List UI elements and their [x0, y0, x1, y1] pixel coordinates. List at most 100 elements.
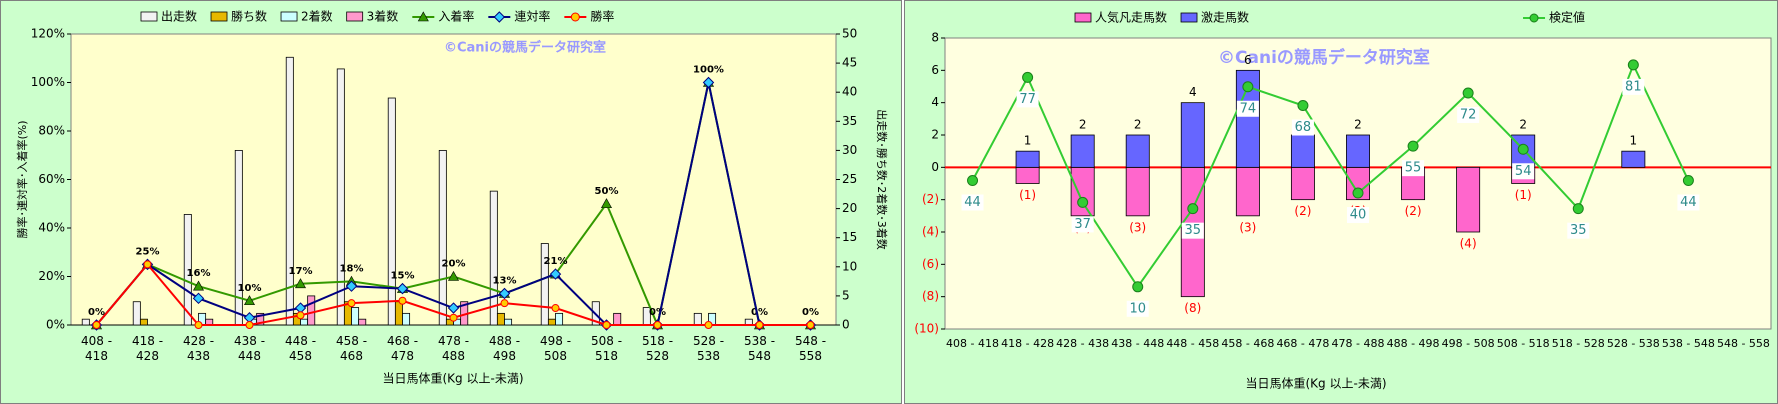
line-value-label: 37: [1074, 217, 1091, 232]
line-value-label: 0%: [88, 307, 105, 318]
line-marker: [245, 321, 254, 329]
x-tick-label: 458 - 468: [335, 334, 368, 363]
y-tick-label: 4: [931, 95, 939, 109]
x-tick-label: 408 - 418: [946, 337, 1000, 350]
line-marker: [1297, 100, 1309, 112]
line-marker: [1682, 175, 1694, 187]
bar: [1070, 134, 1095, 168]
x-tick-label: 548 - 558: [1716, 337, 1770, 350]
line-value-label: 25%: [136, 246, 160, 257]
annotation: ©Caniの競馬データ研究室: [444, 40, 606, 56]
y2-tick-label: 25: [842, 172, 857, 186]
bar-value-label: 2: [1134, 118, 1142, 132]
bar: [307, 295, 316, 326]
bar: [1456, 166, 1481, 233]
right-chart: 8 6 4 2 0 (2) (4) (6) (8) (10) 当日馬体重(Kg 以上-未満) ©Can…: [914, 10, 1772, 391]
bar: [540, 243, 549, 326]
x-tick-label: 448 - 458: [1166, 337, 1220, 350]
y2-tick-label: 15: [842, 230, 857, 244]
value-label-box: [1291, 119, 1314, 136]
line-marker: [447, 270, 460, 281]
line-marker: [967, 175, 979, 187]
x-tick-label: 408 - 418: [80, 334, 113, 363]
x-tick-label: 538 - 548: [1661, 337, 1715, 350]
legend-marker: [493, 11, 506, 23]
bar: [1125, 134, 1150, 168]
value-label-box: [1622, 78, 1645, 95]
x-tick-label: 478 - 488: [437, 334, 470, 363]
y-tick-label: 2: [931, 128, 939, 142]
bar-value-label: 4: [1189, 85, 1197, 99]
x-tick-label: 428 - 438: [1056, 337, 1110, 350]
line-value-label: 55: [1405, 161, 1422, 176]
bar-value-label: 1: [1024, 134, 1032, 148]
annotation: ©Caniの競馬データ研究室: [1218, 47, 1430, 68]
bar: [387, 97, 396, 326]
line-value-label: 21%: [544, 256, 568, 267]
legend-label: 激走馬数: [1201, 10, 1249, 25]
line-marker: [143, 260, 152, 269]
line-value-label: 40: [1350, 208, 1367, 223]
y-tick-label: (6): [922, 257, 939, 271]
bar: [1070, 166, 1095, 217]
line-marker: [398, 296, 407, 305]
line-value-label: 81: [1625, 79, 1642, 94]
line-value-label: 18%: [340, 263, 364, 274]
line-value-label: 54: [1515, 164, 1532, 179]
y2-tick-label: 50: [842, 27, 857, 41]
value-label-box: [1126, 300, 1149, 317]
x-tick-label: 468 - 478: [1276, 337, 1330, 350]
line-marker: [498, 287, 511, 300]
value-label-box: [1347, 207, 1369, 224]
legend-label: 3着数: [367, 9, 399, 24]
left-chart: 0% 20% 40% 60% 80% 100% 120% 0 5 10 15 20 25 30 35 40 45…: [15, 9, 889, 386]
x-axis-title: 当日馬体重(Kg 以上-未満): [383, 372, 524, 386]
bar-value-label: 6: [1244, 53, 1252, 67]
line-marker: [296, 311, 305, 320]
line-marker: [806, 321, 815, 329]
line-marker: [243, 295, 256, 306]
bar: [504, 318, 513, 326]
line-marker: [192, 292, 205, 305]
legend-marker: [570, 12, 580, 22]
line-value-label: 15%: [391, 271, 415, 282]
line-value-label: 50%: [595, 186, 619, 197]
legend-label: 2着数: [301, 9, 333, 24]
line-value-label: 17%: [289, 266, 313, 277]
y-tick-label: 20%: [38, 269, 65, 283]
x-tick-label: 438 - 448: [233, 334, 266, 363]
bar: [285, 56, 294, 326]
line-value-label: 10%: [238, 283, 262, 294]
legend-label: 連対率: [514, 9, 550, 24]
x-tick-label: 488 - 498: [1386, 337, 1440, 350]
bar-value-label: 1: [1630, 134, 1638, 148]
line-value-label: 100%: [693, 65, 724, 76]
line-value-label: 13%: [493, 275, 517, 286]
line-marker: [1462, 87, 1474, 99]
y2-tick-label: 20: [842, 201, 857, 215]
x-tick-label: 468 - 478: [386, 334, 419, 363]
y2-tick-label: 5: [842, 288, 850, 302]
bar-value-label: (2): [1294, 204, 1311, 218]
bar: [1180, 102, 1205, 168]
line-marker: [1187, 203, 1199, 215]
legend-marker: [1529, 13, 1539, 23]
line-marker: [396, 282, 409, 295]
legend-swatch: [1074, 12, 1092, 23]
line-value-label: 10: [1129, 301, 1146, 316]
y-tick-label: (2): [922, 192, 939, 206]
x-tick-label: 438 - 448: [1111, 337, 1165, 350]
bar: [1015, 150, 1040, 168]
legend-swatch: [280, 11, 298, 22]
line-value-label: 20%: [442, 259, 466, 270]
line-marker: [704, 321, 713, 329]
legend-label: 検定値: [1549, 10, 1585, 25]
x-tick-label: 418 - 428: [1001, 337, 1055, 350]
bar: [1621, 150, 1646, 168]
line-marker: [1517, 143, 1529, 155]
line-marker: [602, 321, 611, 329]
line-value-label: 68: [1295, 120, 1312, 135]
y2-tick-label: 45: [842, 56, 857, 70]
y-tick-label: 100%: [31, 75, 65, 89]
bar-value-label: 2: [1079, 118, 1087, 132]
